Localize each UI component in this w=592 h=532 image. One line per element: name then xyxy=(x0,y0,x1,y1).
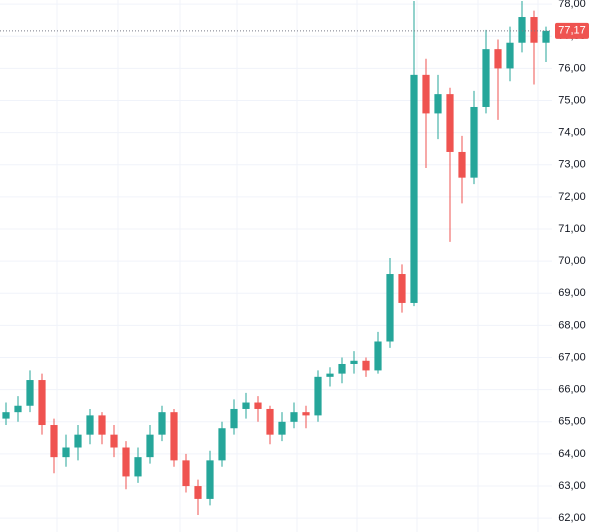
y-tick-label: 63,00 xyxy=(558,480,586,492)
candle-body xyxy=(314,376,322,416)
y-tick-label: 65,00 xyxy=(558,416,586,428)
candle-body xyxy=(506,42,514,69)
candle-body xyxy=(38,380,46,426)
candle-body xyxy=(254,402,262,409)
candle-body xyxy=(110,434,118,448)
candle-body xyxy=(158,412,166,435)
candle-body xyxy=(458,151,466,178)
candle-body xyxy=(62,447,70,458)
candle-body xyxy=(518,17,526,43)
y-tick-label: 67,00 xyxy=(558,351,586,363)
candle-body xyxy=(290,412,298,422)
candle-body xyxy=(218,428,226,461)
candle-body xyxy=(146,434,154,458)
y-tick-label: 68,00 xyxy=(558,319,586,331)
candle-body xyxy=(230,408,238,429)
candle-body xyxy=(26,380,34,406)
y-tick-label: 62,00 xyxy=(558,512,586,524)
candle-body xyxy=(194,486,202,499)
y-tick-label: 64,00 xyxy=(558,448,586,460)
candle-body xyxy=(494,49,502,69)
candle-body xyxy=(98,415,106,435)
candle-body xyxy=(434,94,442,114)
candle-body xyxy=(422,74,430,114)
candle-body xyxy=(134,457,142,477)
y-tick-label: 78,00 xyxy=(558,0,586,10)
candle-body xyxy=(398,274,406,303)
candle-body xyxy=(350,360,358,364)
y-tick-label: 74,00 xyxy=(558,127,586,139)
y-tick-label: 69,00 xyxy=(558,287,586,299)
y-tick-label: 72,00 xyxy=(558,191,586,203)
candle-body xyxy=(542,30,550,43)
candle-body xyxy=(74,434,82,448)
candle-body xyxy=(326,373,334,377)
y-tick-label: 66,00 xyxy=(558,384,586,396)
candle-body xyxy=(170,412,178,461)
candle-body xyxy=(242,402,250,409)
candle-body xyxy=(278,421,286,435)
candle-body xyxy=(374,341,382,371)
candle-body xyxy=(446,94,454,152)
y-tick-label: 73,00 xyxy=(558,159,586,171)
candle-body xyxy=(206,460,214,499)
candle-body xyxy=(122,447,130,477)
candle-body xyxy=(470,106,478,178)
candle-body xyxy=(482,49,490,107)
candle-body xyxy=(530,17,538,43)
last-price-label: 77,17 xyxy=(558,25,586,37)
last-price-box xyxy=(555,22,589,39)
y-tick-label: 76,00 xyxy=(558,62,586,74)
y-tick-label: 75,00 xyxy=(558,94,586,106)
candle-body xyxy=(50,425,58,458)
candle-body xyxy=(2,412,10,419)
candle-body xyxy=(386,274,394,342)
candle-body xyxy=(266,408,274,435)
candle-body xyxy=(302,412,310,416)
y-tick-label: 70,00 xyxy=(558,255,586,267)
y-tick-label: 71,00 xyxy=(558,223,586,235)
candle-body xyxy=(86,415,94,435)
candle-body xyxy=(182,460,190,487)
candle-body xyxy=(410,74,418,303)
candle-body xyxy=(362,360,370,371)
candle-body xyxy=(14,405,22,413)
candle-body xyxy=(338,363,346,374)
